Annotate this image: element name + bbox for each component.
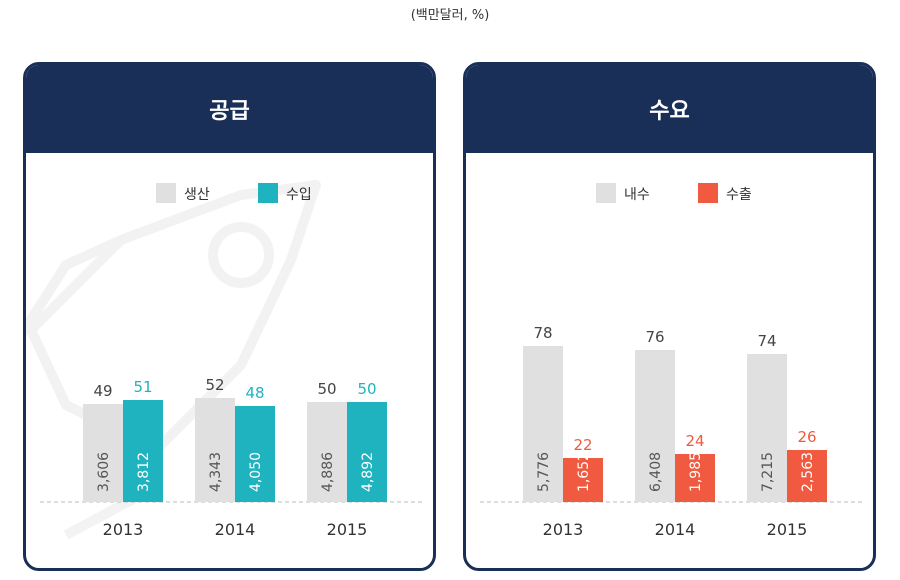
legend-label-1: 생산 [184,187,210,203]
value-label: 4,050 [248,452,264,492]
value-label: 5,776 [536,452,552,492]
bar-내수-2013 [523,346,563,502]
x-tick-label: 2014 [215,520,256,539]
legend-label-2: 수출 [726,187,752,203]
bar-내수-2014 [635,350,675,502]
share-label: 50 [317,380,336,398]
bar-수출-2013 [563,458,603,502]
bar-생산-2015 [307,402,347,502]
bar-생산-2014 [195,398,235,502]
legend-label-1: 내수 [624,187,650,203]
share-label: 26 [797,428,816,446]
bar-수출-2014 [675,454,715,502]
value-label: 1,652 [576,452,592,492]
bar-수출-2015 [787,450,827,502]
demand-panel-title: 수요 [466,65,873,153]
supply-chart: 생산 수입 49 3,606 51 3,812 2013 52 4,343 48 4,050 2014… [26,180,424,540]
value-label: 2,563 [800,452,816,492]
x-tick-label: 2013 [543,520,584,539]
value-label: 1,985 [688,452,704,492]
value-label: 4,886 [320,452,336,492]
share-label: 49 [93,382,112,400]
bar-수입-2015 [347,402,387,502]
x-tick-label: 2013 [103,520,144,539]
bar-내수-2015 [747,354,787,502]
share-label: 76 [645,328,664,346]
share-label: 78 [533,324,552,342]
x-tick-label: 2014 [655,520,696,539]
unit-label: (백만달러, %) [410,8,490,23]
share-label: 52 [205,376,224,394]
x-tick-label: 2015 [327,520,368,539]
bar-생산-2013 [83,404,123,502]
legend-swatch-2 [698,183,718,203]
demand-panel: 수요 내수 수출 78 5,776 22 1,652 2013 76 6,408 24 1,985 2… [463,62,876,571]
value-label: 3,812 [136,452,152,492]
supply-panel-title: 공급 [26,65,433,153]
x-tick-label: 2015 [767,520,808,539]
supply-panel: 공급 생산 수입 49 3,606 51 3,812 2013 52 4,343 48 4,050 2… [23,62,436,571]
value-label: 4,892 [360,452,376,492]
share-label: 24 [685,432,704,450]
value-label: 6,408 [648,452,664,492]
share-label: 74 [757,332,776,350]
legend-swatch-2 [258,183,278,203]
share-label: 50 [357,380,376,398]
legend-label-2: 수입 [286,187,312,203]
legend-swatch-1 [596,183,616,203]
share-label: 48 [245,384,264,402]
bar-수입-2013 [123,400,163,502]
legend-swatch-1 [156,183,176,203]
value-label: 7,215 [760,452,776,492]
demand-chart: 내수 수출 78 5,776 221,652 2013 76 6,408 24 1,985 2014… [480,183,864,539]
value-label: 4,343 [208,452,224,492]
share-label: 51 [133,378,152,396]
bar-수입-2014 [235,406,275,502]
share-label: 22 [573,436,592,454]
value-label: 3,606 [96,452,112,492]
